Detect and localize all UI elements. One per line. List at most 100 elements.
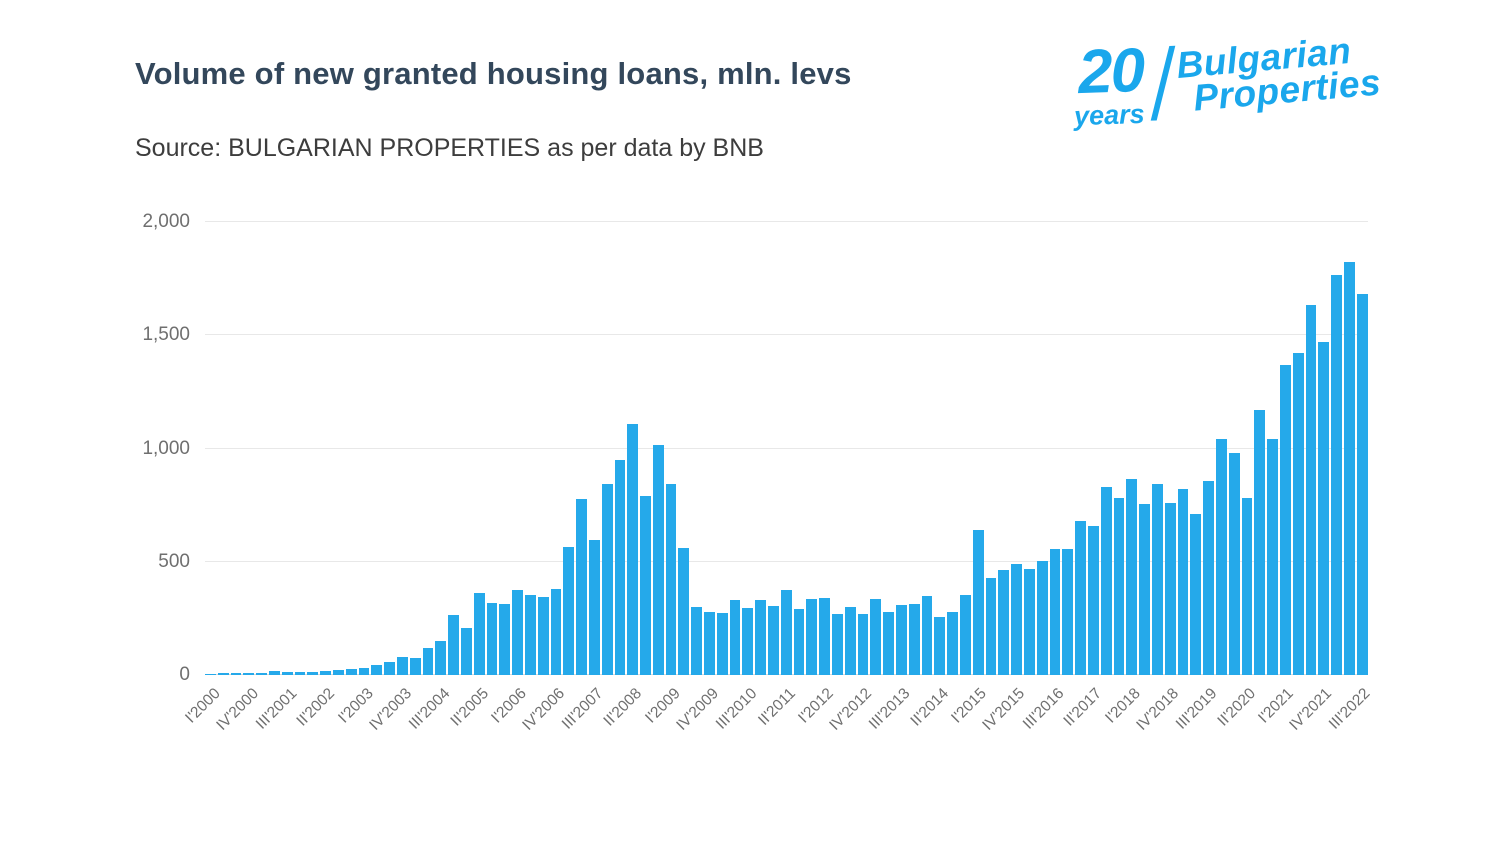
bar-III'2008 — [640, 496, 651, 675]
x-axis-tick-label: II'2017 — [1060, 685, 1106, 730]
y-axis-tick-label: 1,000 — [142, 437, 190, 459]
bar-IV'2012 — [857, 613, 869, 675]
bar-II'2014 — [934, 616, 946, 675]
bar-III'2012 — [844, 607, 856, 675]
bar-IV'2011 — [806, 599, 818, 675]
bar-III'2009 — [691, 607, 703, 675]
bar-IV'2015 — [1011, 564, 1022, 675]
bar-II'2007 — [576, 499, 587, 675]
bar-III'2000 — [230, 673, 242, 675]
x-axis-tick-label: II'2014 — [907, 685, 952, 730]
logo-brand: Bulgarian Properties — [1175, 30, 1383, 119]
bar-I'2007 — [563, 547, 575, 675]
y-axis-tick-label: 2,000 — [142, 211, 190, 232]
bar-III'2014 — [947, 611, 959, 675]
bar-I'2022 — [1331, 275, 1342, 675]
bar-I'2008 — [614, 459, 626, 675]
bar-III'2005 — [486, 602, 498, 675]
bar-IV'2020 — [1267, 439, 1278, 675]
y-axis-tick-label: 500 — [158, 550, 190, 572]
bar-II'2006 — [524, 595, 536, 675]
bar-II'2018 — [1139, 504, 1150, 675]
bar-IV'2010 — [755, 600, 767, 675]
page-title: Volume of new granted housing loans, mln… — [135, 56, 852, 91]
bar-IV'2008 — [652, 445, 664, 675]
bar-II'2012 — [832, 614, 843, 675]
bar-II'2013 — [883, 611, 895, 675]
bar-I'2018 — [1126, 479, 1138, 675]
bar-I'2016 — [1024, 568, 1035, 675]
bar-III'2015 — [998, 569, 1010, 675]
x-axis-tick-label: II'2008 — [600, 685, 646, 730]
bar-II'2021 — [1292, 353, 1304, 675]
logo-number: 20 — [1077, 35, 1145, 108]
bar-II'2010 — [729, 600, 741, 675]
bar-III'2013 — [896, 604, 907, 675]
gridline-2000 — [205, 221, 1368, 222]
x-axis-tick-label: III'2022 — [1325, 685, 1374, 733]
y-axis-tick-label: 0 — [179, 664, 190, 685]
logo-years-label: years — [1073, 98, 1146, 132]
bar-IV'2007 — [601, 483, 613, 675]
bar-IV'2000 — [243, 672, 255, 675]
bar-II'2005 — [473, 593, 485, 675]
x-axis-tick-label: IV'2003 — [366, 685, 416, 734]
bar-I'2002 — [307, 672, 319, 675]
bar-I'2021 — [1279, 364, 1291, 675]
x-axis-tick-label: II'2005 — [447, 685, 492, 730]
bar-II'2017 — [1087, 525, 1099, 675]
bar-II'2020 — [1241, 498, 1253, 675]
bar-I'2009 — [665, 483, 677, 675]
x-axis-tick-label: IV'2018 — [1133, 685, 1182, 734]
bar-III'2004 — [435, 640, 447, 675]
bar-IV'2018 — [1164, 502, 1176, 675]
bar-I'2011 — [768, 605, 779, 675]
bar-I'2000 — [205, 673, 216, 675]
source-note: Source: BULGARIAN PROPERTIES as per data… — [135, 134, 764, 162]
bar-IV'2001 — [294, 671, 306, 675]
bar-IV'2021 — [1318, 342, 1330, 675]
logo-divider — [1150, 45, 1176, 121]
bar-I'2013 — [870, 599, 882, 675]
bar-III'2011 — [793, 609, 805, 675]
bar-II'2009 — [678, 548, 690, 675]
bar-IV'2019 — [1215, 439, 1227, 675]
bar-IV'2017 — [1113, 498, 1125, 675]
logo-20-years: 20 years — [1072, 35, 1146, 132]
x-axis-tick-label: II'2020 — [1214, 685, 1259, 730]
bar-II'2004 — [422, 648, 434, 675]
bar-IV'2009 — [704, 612, 715, 675]
bar-IV'2006 — [550, 589, 562, 675]
bar-III'2022 — [1356, 294, 1368, 675]
bar-II'2008 — [627, 423, 639, 675]
x-axis-tick-label: II'2011 — [754, 685, 799, 729]
x-axis-tick-label: IV'2009 — [672, 685, 722, 734]
bar-I'2020 — [1228, 453, 1240, 675]
bar-III'2018 — [1151, 483, 1163, 675]
bar-III'2021 — [1305, 304, 1317, 675]
bar-II'2001 — [268, 671, 280, 675]
bar-II'2016 — [1036, 560, 1048, 675]
bar-I'2005 — [460, 627, 472, 675]
bar-I'2014 — [921, 595, 933, 675]
bar-IV'2003 — [396, 656, 408, 675]
bar-I'2019 — [1177, 489, 1189, 675]
x-axis-tick-label: III'2004 — [405, 685, 454, 733]
bar-III'2006 — [537, 596, 549, 675]
bar-II'2003 — [371, 664, 383, 675]
bar-IV'2016 — [1062, 549, 1074, 675]
bar-III'2020 — [1254, 410, 1266, 675]
bar-III'2002 — [332, 670, 344, 675]
x-axis-tick-label: IV'2012 — [826, 685, 876, 734]
x-axis-tick-label: IV'2015 — [979, 685, 1029, 734]
bar-I'2012 — [819, 598, 831, 675]
bar-IV'2014 — [960, 594, 971, 675]
gridline-500 — [205, 560, 1368, 562]
bar-II'2002 — [320, 670, 331, 675]
bar-II'2019 — [1190, 514, 1202, 675]
x-axis-tick-label: III'2016 — [1019, 685, 1067, 733]
bar-III'2001 — [281, 671, 293, 675]
bar-III'2007 — [588, 540, 600, 675]
y-axis-tick-label: 1,500 — [142, 324, 190, 346]
